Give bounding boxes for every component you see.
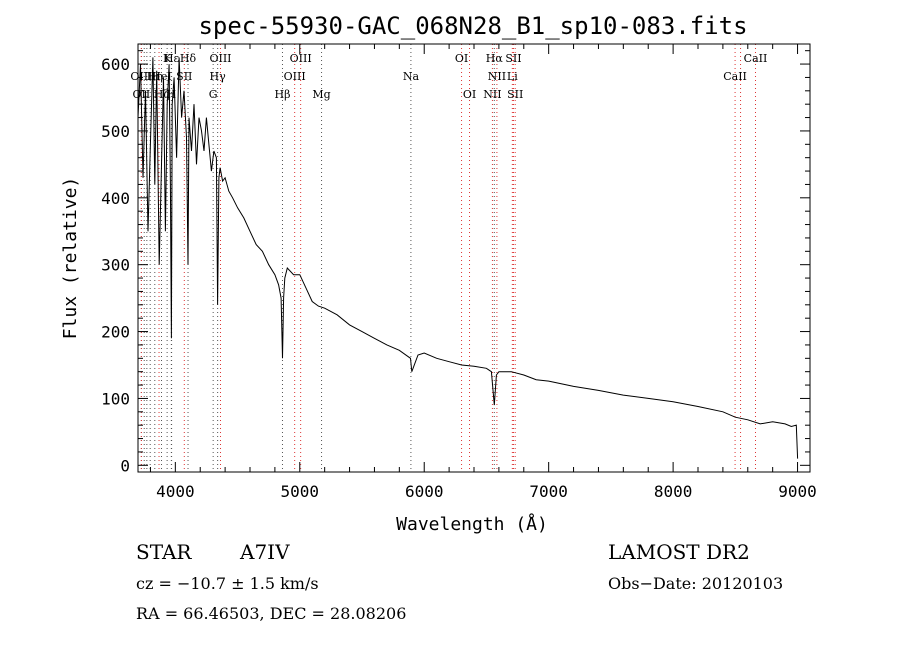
y-tick-label: 200 xyxy=(101,323,130,342)
x-tick-label: 6000 xyxy=(405,482,444,501)
subclass: A7IV xyxy=(240,540,290,564)
line-label: CaII xyxy=(744,52,768,65)
line-label: NII xyxy=(488,70,506,83)
line-label: OIII xyxy=(209,52,231,65)
line-label: OI xyxy=(463,88,476,101)
x-tick-label: 5000 xyxy=(281,482,320,501)
line-label: Na xyxy=(403,70,420,83)
line-label: SII xyxy=(505,52,521,65)
spectrum-line xyxy=(137,57,799,459)
line-label: OIII xyxy=(130,70,152,83)
line-label: OIII xyxy=(284,70,306,83)
y-axis-ticks: 0 100 200 300 400 500 600 xyxy=(101,50,810,475)
x-axis-ticks: 4000 5000 6000 7000 8000 9000 xyxy=(149,44,817,501)
line-label: Li xyxy=(507,70,518,83)
plot-frame xyxy=(137,43,811,473)
line-label: OIII xyxy=(290,52,312,65)
line-label: Hα xyxy=(486,52,504,65)
line-label: Hζ xyxy=(154,88,170,101)
line-label: H xyxy=(167,88,177,101)
spectral-line-markers xyxy=(140,44,756,472)
coordinates: RA = 66.46503, DEC = 28.08206 xyxy=(136,604,407,623)
y-tick-label: 400 xyxy=(101,189,130,208)
line-label: NII xyxy=(483,88,501,101)
redshift-cz: cz = −10.7 ± 1.5 km/s xyxy=(136,574,319,593)
x-tick-label: 8000 xyxy=(654,482,693,501)
x-tick-label: 9000 xyxy=(778,482,817,501)
x-tick-label: 4000 xyxy=(156,482,195,501)
y-tick-label: 600 xyxy=(101,55,130,74)
object-class: STAR xyxy=(136,540,192,564)
x-tick-label: 7000 xyxy=(529,482,568,501)
y-tick-label: 0 xyxy=(120,456,130,475)
line-label: Hγ xyxy=(210,70,227,83)
x-axis-label: Wavelength (Å) xyxy=(396,513,548,535)
line-label: Hβ xyxy=(275,88,291,101)
y-tick-label: 300 xyxy=(101,256,130,275)
survey-name: LAMOST DR2 xyxy=(608,540,750,564)
y-tick-label: 100 xyxy=(101,389,130,408)
line-label: CaII xyxy=(723,70,747,83)
line-label: K xyxy=(163,52,172,65)
chart-title: spec-55930-GAC_068N28_B1_sp10-083.fits xyxy=(198,12,747,40)
line-label: G xyxy=(209,88,218,101)
line-label: OI xyxy=(455,52,468,65)
line-label: Hη xyxy=(147,70,163,83)
y-axis-label: Flux (relative) xyxy=(60,177,81,340)
observation-date: Obs−Date: 20120103 xyxy=(608,574,784,593)
line-label: Hε xyxy=(164,52,180,65)
line-label: Mg xyxy=(312,88,330,101)
line-label: SII xyxy=(507,88,523,101)
y-tick-label: 500 xyxy=(101,122,130,141)
line-label: Hδ xyxy=(180,52,197,65)
